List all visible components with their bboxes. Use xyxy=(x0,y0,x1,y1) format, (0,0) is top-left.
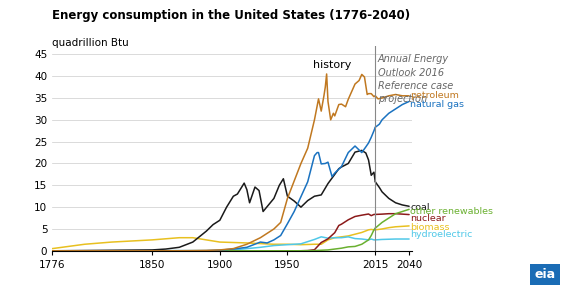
Text: coal: coal xyxy=(411,203,430,212)
Text: Energy consumption in the United States (1776-2040): Energy consumption in the United States … xyxy=(52,9,410,22)
Text: other renewables: other renewables xyxy=(411,207,494,216)
Text: Annual Energy
Outlook 2016
Reference case
projection: Annual Energy Outlook 2016 Reference cas… xyxy=(378,54,453,104)
Text: hydroelectric: hydroelectric xyxy=(411,230,473,239)
Text: nuclear: nuclear xyxy=(411,213,446,223)
Text: history: history xyxy=(313,60,351,70)
Text: biomass: biomass xyxy=(411,223,450,232)
Text: natural gas: natural gas xyxy=(411,100,465,109)
Text: petroleum: petroleum xyxy=(411,91,459,100)
Text: eia: eia xyxy=(535,268,556,281)
Text: quadrillion Btu: quadrillion Btu xyxy=(52,38,129,48)
